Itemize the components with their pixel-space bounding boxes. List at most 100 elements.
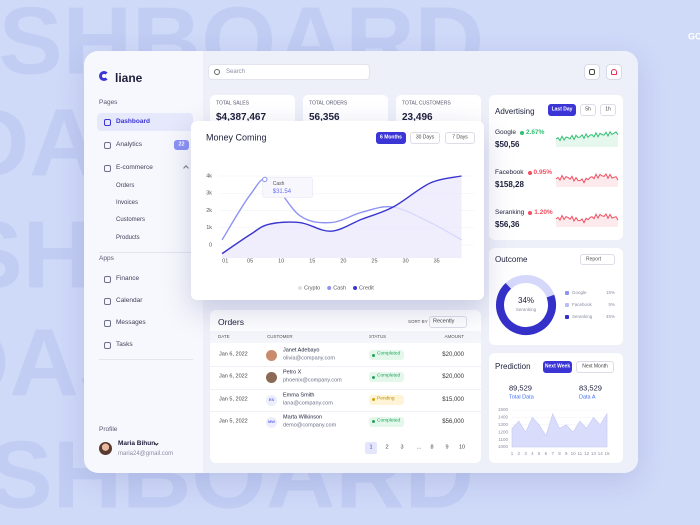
x-tick-label: 15 [604, 451, 610, 456]
legend-swatch [565, 291, 569, 295]
x-tick-label: 6 [545, 451, 548, 456]
divider [99, 252, 193, 253]
range-label[interactable]: 5h [585, 106, 591, 113]
nav-icon [104, 297, 111, 305]
nav-icon [104, 141, 111, 149]
page-link[interactable]: 8 [430, 444, 434, 451]
range-button[interactable] [445, 132, 475, 144]
sort-dropdown[interactable] [429, 316, 467, 328]
legend-label: Credit [359, 285, 374, 291]
page-link[interactable]: 9 [445, 444, 449, 451]
stat-value: $4,387,467 [216, 112, 267, 123]
avatar-initials: MW [267, 418, 276, 424]
y-tick-label: 0 [209, 242, 212, 248]
icon-button[interactable] [584, 64, 600, 80]
nav-item[interactable]: Tasks [116, 340, 133, 348]
customer-email: demo@company.com [283, 422, 337, 429]
search-placeholder: Search [226, 69, 246, 75]
column-header: AMOUNT [444, 333, 465, 339]
avatar-initials: ES [268, 396, 275, 402]
y-tick-label: 1400 [498, 415, 509, 420]
sparkline [555, 172, 619, 184]
badge [174, 140, 189, 150]
status-dot [372, 353, 375, 357]
stat-label: Total Data [509, 394, 534, 401]
tooltip-point [262, 176, 268, 183]
row-divider [210, 366, 481, 368]
nav-item[interactable]: Finance [116, 274, 140, 282]
stat-value: 89,529 [509, 383, 532, 393]
order-date: Jan 6, 2022 [219, 373, 248, 380]
range-button[interactable] [580, 104, 596, 116]
legend-value: 15% [605, 289, 615, 295]
customer-email: phoenix@company.com [283, 377, 342, 384]
nav-subitem[interactable]: Customers [116, 217, 146, 223]
dropdown-label[interactable]: Report [586, 256, 602, 262]
nav-item[interactable]: E-commerce [116, 163, 153, 171]
nav-item[interactable]: Messages [116, 318, 146, 326]
range-button[interactable] [548, 104, 576, 116]
page-link[interactable]: ... [416, 444, 422, 451]
range-label[interactable]: 1h [605, 106, 611, 113]
range-label[interactable]: Last Day [551, 106, 573, 113]
nav-item[interactable]: Analytics [116, 140, 143, 148]
x-tick-label: 3 [524, 451, 527, 456]
status-pill [369, 416, 404, 427]
page-link[interactable]: 2 [385, 444, 389, 451]
customer-email: lana@company.com [283, 399, 333, 406]
customer-avatar [266, 350, 277, 361]
nav-item[interactable]: Calendar [116, 296, 143, 304]
range-label[interactable]: Next Week [544, 363, 571, 370]
range-button[interactable] [543, 361, 572, 373]
sort-label: SORT BY [408, 318, 428, 324]
x-tick-label: 7 [551, 451, 554, 456]
legend-swatch [565, 315, 569, 319]
range-button[interactable] [410, 132, 440, 144]
page-link[interactable]: 10 [458, 444, 466, 451]
range-button[interactable] [600, 104, 616, 116]
range-label[interactable]: 6 Months [380, 134, 402, 141]
y-tick-label: 3k [206, 191, 212, 197]
sparkline-fill [556, 131, 618, 147]
tooltip [262, 177, 314, 198]
card-title: Orders [218, 316, 244, 327]
nav-subitem[interactable]: Invoices [116, 200, 139, 206]
report-dropdown[interactable] [580, 254, 615, 265]
nav-subitem[interactable]: Orders [116, 183, 135, 189]
stat-label: Data A [579, 394, 596, 401]
page-link[interactable]: 3 [400, 444, 404, 451]
range-label[interactable]: 7 Days [452, 134, 468, 141]
search-box[interactable] [208, 64, 370, 80]
stat-label: TOTAL SALES [216, 100, 249, 107]
corner-text: GO [688, 31, 700, 41]
y-tick-label: 1500 [498, 407, 509, 412]
ad-name: Facebook [495, 168, 524, 176]
stat-value: 56,356 [309, 112, 340, 123]
x-tick-label: 1 [511, 451, 514, 456]
card [489, 95, 623, 240]
nav-icon [104, 164, 111, 172]
sort-value[interactable]: Recently [433, 318, 455, 325]
order-amount: $20,000 [442, 374, 464, 381]
range-label[interactable]: 30 Days [415, 134, 435, 141]
legend-name: Google [572, 289, 587, 295]
page-active [365, 442, 377, 454]
stat-value: 23,496 [402, 112, 433, 123]
legend-swatch [565, 303, 569, 307]
x-tick-label: 14 [598, 451, 604, 456]
range-button[interactable] [576, 361, 614, 373]
page-link[interactable]: 1 [369, 444, 373, 451]
range-button[interactable] [376, 132, 406, 144]
nav-icon [104, 275, 111, 283]
legend-swatch [353, 286, 358, 290]
x-tick-label: 2 [518, 451, 521, 456]
range-label[interactable]: Next Month [582, 363, 608, 370]
legend-swatch [298, 286, 302, 290]
ad-change: 0.95% [533, 168, 552, 176]
nav-active[interactable] [97, 113, 193, 131]
legend-label: Crypto [304, 285, 320, 291]
nav-item[interactable]: Dashboard [116, 117, 150, 125]
sparkline [555, 212, 619, 224]
nav-subitem[interactable]: Products [116, 235, 140, 241]
